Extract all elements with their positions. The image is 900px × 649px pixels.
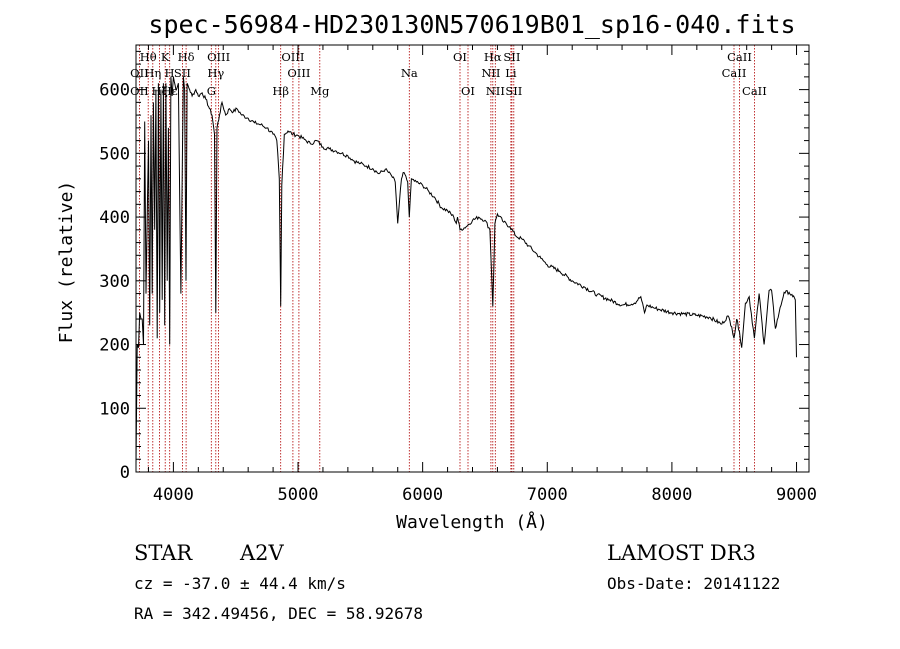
spectral-line-label: H	[164, 66, 174, 80]
x-axis-ticks: 4000 5000 6000 7000 8000 9000	[147, 45, 817, 505]
spectral-line-label: Hθ	[140, 50, 157, 64]
x-tick-label: 7000	[527, 485, 568, 505]
spectral-line-label: CaII	[727, 50, 752, 64]
spectral-line-label: K	[161, 50, 170, 64]
spectral-line-label: SII	[174, 66, 191, 80]
spectral-line-label: CaII	[722, 66, 747, 80]
spectral-line-label: OIII	[287, 66, 310, 80]
spectral-line-label: OI	[461, 84, 475, 98]
observation-date: Obs-Date: 20141122	[607, 574, 780, 593]
y-tick-label: 300	[99, 272, 130, 292]
spectral-line-label: OII	[130, 66, 149, 80]
spectral-line-label: Hδ	[178, 50, 195, 64]
spectral-line-label: Mg	[310, 84, 330, 98]
spectral-line-label: G	[207, 84, 216, 98]
spectral-line-label: OIII	[281, 50, 304, 64]
x-tick-label: 8000	[651, 485, 692, 505]
y-tick-label: 600	[99, 81, 130, 101]
y-tick-label: 500	[99, 144, 130, 164]
spectral-line-label: OII	[130, 84, 149, 98]
x-tick-label: 5000	[278, 485, 319, 505]
survey-name: LAMOST DR3	[607, 541, 756, 565]
spectral-line-label: NII	[481, 66, 500, 80]
object-class: STAR	[134, 541, 193, 565]
y-tick-label: 100	[99, 399, 130, 419]
spectral-line-label: CaII	[742, 84, 767, 98]
spectral-line-label: Hγ	[207, 66, 224, 80]
x-tick-label: 4000	[153, 485, 194, 505]
spectrum-trace	[135, 76, 797, 466]
spectral-line-label: Na	[401, 66, 418, 80]
x-tick-label: 9000	[776, 485, 817, 505]
spectral-line-label: SII	[505, 84, 522, 98]
coordinates: RA = 342.49456, DEC = 58.92678	[134, 604, 423, 623]
y-axis-ticks: 0 100 200 300 400 500 600	[99, 50, 809, 483]
x-axis-label: Wavelength (Å)	[396, 511, 548, 533]
spectral-line-label: Hβ	[272, 84, 289, 98]
x-tick-label: 6000	[402, 485, 443, 505]
y-axis-label: Flux (relative)	[56, 181, 77, 344]
spectral-line-label: OI	[453, 50, 467, 64]
object-subclass: A2V	[239, 541, 285, 565]
spectral-line-label: SII	[503, 50, 520, 64]
spectral-line-label: Li	[505, 66, 517, 80]
spectral-line-label: Hη	[144, 66, 161, 80]
chart-title: spec-56984-HD230130N570619B01_sp16-040.f…	[148, 10, 795, 39]
spectral-marker-lines	[138, 45, 755, 472]
y-tick-label: 400	[99, 208, 130, 228]
redshift-cz: cz = -37.0 ± 44.4 km/s	[134, 574, 346, 593]
spectral-line-label: OIII	[207, 50, 230, 64]
y-tick-label: 200	[99, 336, 130, 356]
y-tick-label: 0	[120, 463, 130, 483]
spectral-line-label: NII	[486, 84, 505, 98]
spectral-line-label: Hα	[484, 50, 502, 64]
